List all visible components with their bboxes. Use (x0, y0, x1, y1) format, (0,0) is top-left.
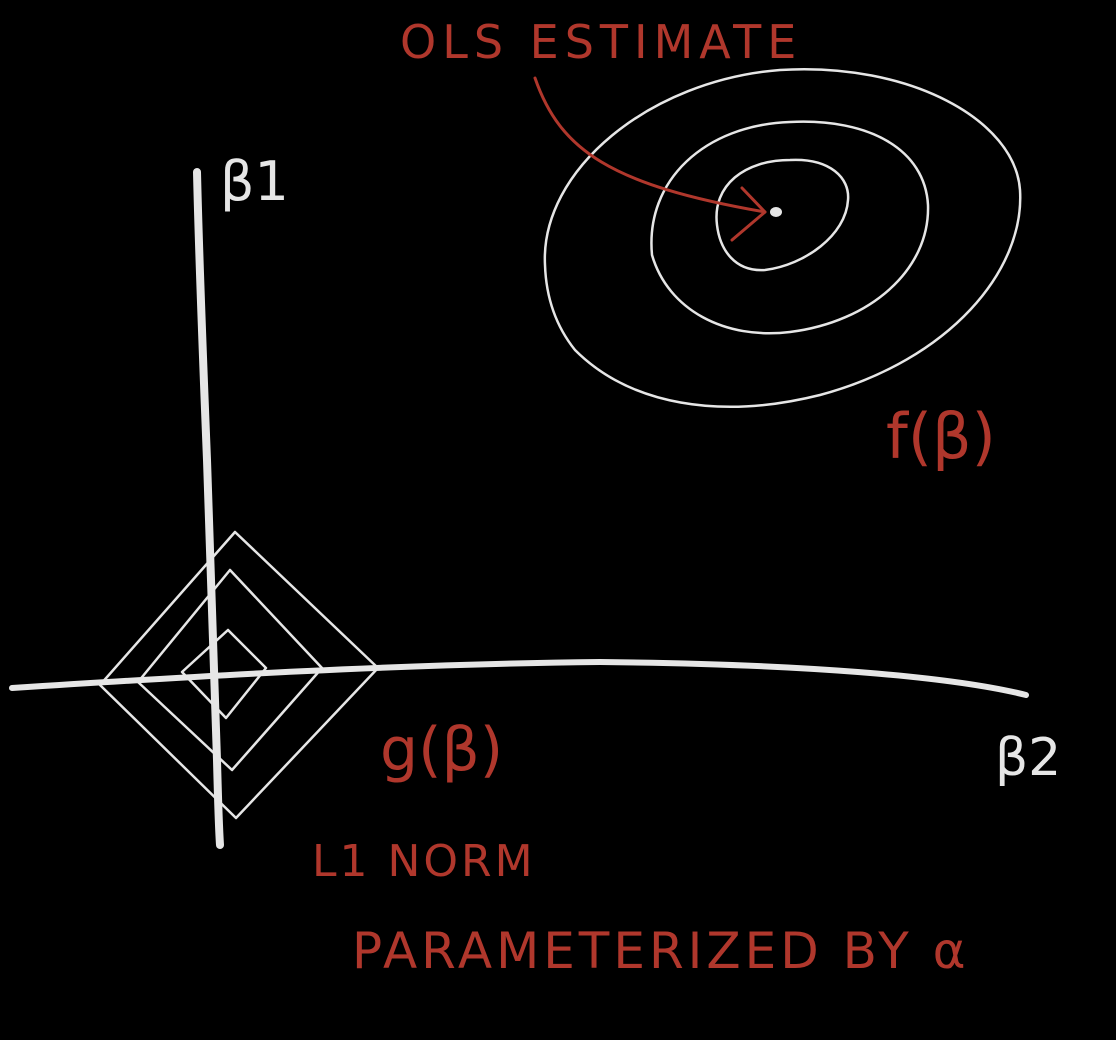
beta1-axis (193, 168, 224, 849)
l1-contour-middle (136, 568, 324, 772)
loss-contour-middle (650, 120, 930, 335)
l1-norm-label: L1 NORM (312, 836, 536, 887)
ols-arrow-head (730, 186, 767, 242)
beta1-label: β1 (220, 150, 289, 213)
l1-contour-inner (180, 628, 268, 720)
ols-arrow-shaft (533, 76, 767, 214)
ols-estimate-label: OLS ESTIMATE (400, 15, 802, 69)
parameterized-label: PARAMETERIZED BY α (352, 922, 970, 980)
loss-contour-outer (543, 68, 1022, 408)
loss-contour-inner (715, 158, 850, 272)
beta2-axis (9, 659, 1029, 698)
loss-function-label: f(β) (886, 400, 996, 473)
constraint-function-label: g(β) (380, 715, 503, 785)
beta2-label: β2 (995, 728, 1061, 788)
ols-estimate-point (770, 207, 782, 217)
l1-contour-outer (98, 530, 380, 820)
